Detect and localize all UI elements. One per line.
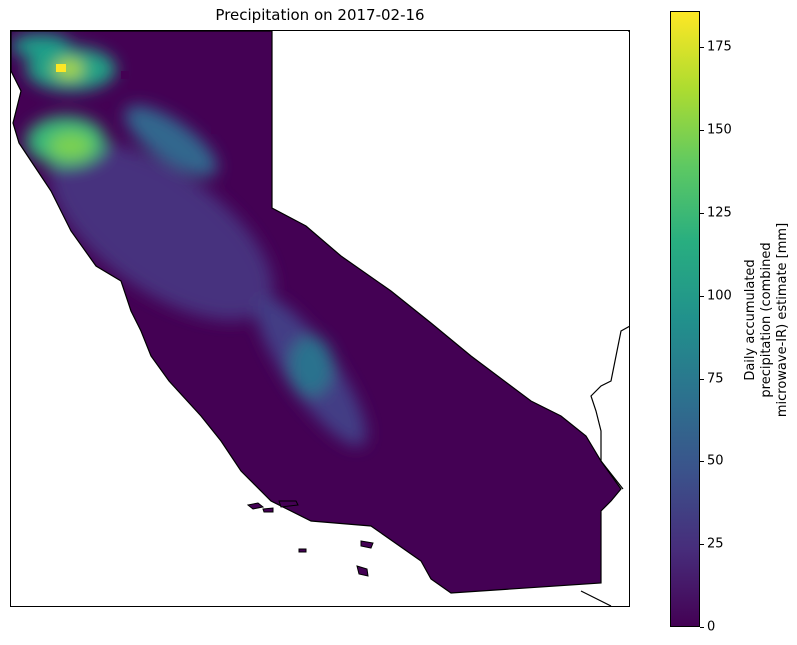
colorbar-tick-label: 125 — [707, 205, 732, 221]
colorbar-tick-mark — [700, 295, 704, 297]
island — [246, 502, 265, 510]
colorbar-tick-mark — [700, 47, 704, 49]
colorbar-label: Daily accumulated precipitation (combine… — [743, 223, 791, 417]
colorbar-tick-label: 0 — [707, 619, 716, 635]
colorbar-tick-mark — [700, 378, 704, 380]
colorbar-tick-mark — [700, 544, 704, 546]
california-precip-map — [11, 31, 629, 606]
precip-field — [11, 31, 621, 593]
island — [356, 565, 369, 577]
colorbar-tick-mark — [700, 213, 704, 215]
colorbar-tick-mark — [700, 461, 704, 463]
island — [262, 507, 274, 513]
colorbar-tick-mark — [700, 130, 704, 132]
colorbar — [670, 11, 700, 627]
plot-title: Precipitation on 2017-02-16 — [215, 6, 425, 24]
mexico-border — [580, 590, 612, 606]
map-panel — [10, 30, 630, 607]
island — [298, 548, 307, 553]
colorbar-tick-label: 50 — [707, 453, 724, 469]
colorbar-tick-mark — [700, 627, 704, 628]
colorbar-label-line: Daily accumulated — [743, 259, 758, 381]
colorbar-label-line: precipitation (combined — [759, 242, 774, 398]
colorbar-tick-label: 150 — [707, 122, 732, 138]
colorbar-tick-label: 100 — [707, 288, 732, 304]
colorbar-tick-label: 175 — [707, 39, 732, 55]
island — [360, 540, 374, 549]
colorbar-tick-label: 25 — [707, 536, 724, 552]
colorbar-label-line: microwave-IR) estimate [mm] — [775, 222, 790, 418]
colorbar-tick-label: 75 — [707, 371, 724, 387]
island — [278, 500, 299, 508]
state-border-east — [590, 31, 629, 490]
